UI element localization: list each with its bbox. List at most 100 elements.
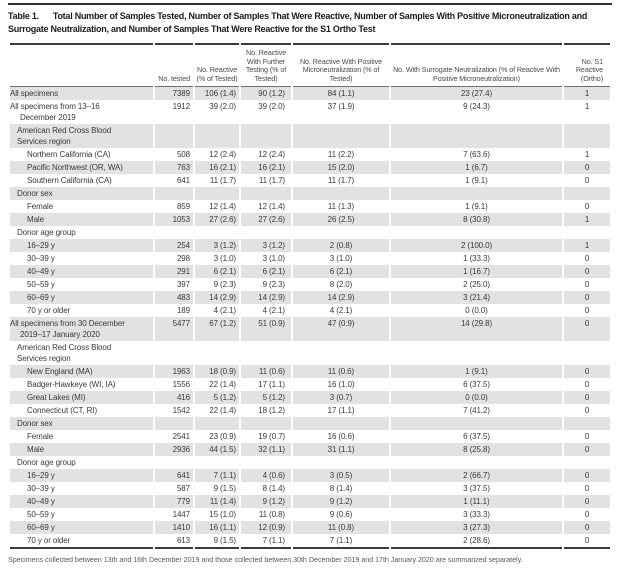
row-label: 16–29 y [10,469,153,483]
table-row: Great Lakes (MI) 416 5 (1.2) 5 (1.2) 3 (0.7)… [10,391,610,405]
header-row-label [10,43,153,88]
row-label: American Red Cross Blood Services region [10,124,153,149]
cell-tested: 254 [155,239,193,253]
table-row: Pacific Northwest (OR, WA) 763 16 (2.1) 16 … [10,161,610,175]
cell-further: 3 (1.2) [241,239,291,253]
cell-tested: 189 [176,306,190,316]
row-label: 60–69 y [10,521,153,535]
cell-tested: 5477 [155,317,193,342]
cell-tested: 416 [155,391,193,405]
cell-surrogate [391,341,562,365]
cell-further: 8 (1.4) [262,484,286,494]
cell-s1 [564,187,610,201]
cell-micro: 8 (2.0) [329,280,353,290]
row-label: Badger-Hawkeye (WI, IA) [27,380,116,390]
cell-micro: 11 (0.6) [293,365,389,379]
cell-surrogate [391,456,562,469]
cell-s1: 0 [584,306,590,316]
cell-surrogate: 8 (25.8) [391,443,562,457]
header-no-reactive: No. Reactive (% of Tested) [195,43,239,88]
table-row: 50–59 y 397 9 (2.3) 9 (2.3) 8 (2.0) 2 (25.0) 0 [10,278,610,291]
row-label: Male [10,213,153,227]
top-rule [8,3,612,5]
table-header: No. tested No. Reactive (% of Tested) No… [10,43,610,88]
cell-tested [155,456,193,469]
cell-reactive: 22 (1.4) [209,380,236,390]
cell-s1 [564,417,610,431]
cell-reactive: 12 (2.4) [209,150,236,160]
table-row: Female 2541 23 (0.9) 19 (0.7) 16 (0.6) 6 (37.… [10,430,610,443]
cell-further: 9 (1.2) [241,495,291,509]
cell-tested: 2541 [172,432,191,442]
row-label: All specimens from 30 December 2019–17 J… [10,317,153,342]
cell-micro: 84 (1.1) [293,87,389,101]
cell-s1: 0 [564,469,610,483]
cell-further: 90 (1.2) [241,87,291,101]
cell-s1: 1 [584,150,590,160]
cell-reactive [195,187,239,201]
cell-s1: 0 [564,495,610,509]
cell-s1: 0 [564,534,610,550]
cell-further: 12 (0.9) [241,521,291,535]
cell-tested: 2936 [155,443,193,457]
cell-surrogate: 1 (9.1) [391,365,562,379]
cell-micro [293,226,389,239]
cell-micro: 37 (1.9) [327,102,355,112]
row-label: 40–49 y [10,265,153,279]
cell-reactive [195,417,239,431]
cell-s1: 0 [564,161,610,175]
table-row: 60–69 y 483 14 (2.9) 14 (2.9) 14 (2.9) 3 (21.… [10,291,610,305]
header-reactive-further-testing: No. Reactive With Further Testing (% of … [241,43,291,88]
cell-tested [155,226,193,239]
cell-further [241,341,291,365]
cell-reactive: 3 (1.0) [213,254,237,264]
table-row: 30–39 y 587 9 (1.5) 8 (1.4) 8 (1.4) 3 (37.5) 0 [10,482,610,495]
cell-further: 11 (1.7) [258,176,285,186]
cell-further: 17 (1.1) [258,380,285,390]
cell-tested: 763 [155,161,193,175]
table-body: All specimens 7389 106 (1.4) 90 (1.2) 84 (1.… [10,87,610,550]
cell-tested [155,341,193,365]
cell-further [241,417,291,431]
cell-s1: 0 [584,176,590,186]
cell-micro: 2 (0.8) [293,239,389,253]
cell-tested: 1447 [172,510,191,520]
cell-further: 51 (0.9) [241,317,291,342]
cell-further: 39 (2.0) [258,102,285,112]
cell-reactive: 12 (1.4) [209,202,236,212]
cell-reactive: 11 (1.7) [209,176,236,186]
table-row: All specimens 7389 106 (1.4) 90 (1.2) 84 (1.… [10,87,610,101]
cell-tested: 779 [155,495,193,509]
data-table: No. tested No. Reactive (% of Tested) No… [8,43,612,550]
cell-reactive: 67 (1.2) [195,317,239,342]
cell-surrogate: 3 (33.3) [463,510,490,520]
cell-tested: 1912 [172,102,191,112]
cell-surrogate: 2 (25.0) [463,280,490,290]
cell-surrogate: 9 (24.3) [463,102,490,112]
cell-surrogate: 7 (63.6) [463,150,490,160]
table-row: All specimens from 13–16 December 2019 19… [10,100,610,124]
cell-reactive: 18 (0.9) [195,365,239,379]
cell-reactive: 27 (2.6) [195,213,239,227]
row-label: Donor age group [17,458,76,468]
row-label: 40–49 y [10,495,153,509]
cell-micro: 4 (2.1) [329,306,353,316]
section-header-row: Donor sex [10,187,610,201]
cell-micro: 11 (1.3) [327,202,355,212]
cell-reactive: 6 (2.1) [195,265,239,279]
section-header-row: American Red Cross Blood Services region [10,124,610,149]
cell-s1: 0 [564,391,610,405]
cell-further [241,124,291,149]
cell-s1: 1 [584,102,590,112]
cell-further: 27 (2.6) [241,213,291,227]
cell-tested: 859 [176,202,190,212]
cell-reactive: 39 (2.0) [209,102,236,112]
table-row: Male 1053 27 (2.6) 27 (2.6) 26 (2.5) 8 (30.8)… [10,213,610,227]
cell-surrogate: 2 (28.6) [391,534,562,550]
cell-s1 [564,226,610,239]
header-s1-reactive-ortho: No. S1 Reactive (Ortho) [564,43,610,88]
table-row: 70 y or older 189 4 (2.1) 4 (2.1) 4 (2.1) 0 (… [10,304,610,317]
cell-tested: 483 [155,291,193,305]
row-label: Donor age group [17,228,76,238]
row-label: 30–39 y [27,254,55,264]
